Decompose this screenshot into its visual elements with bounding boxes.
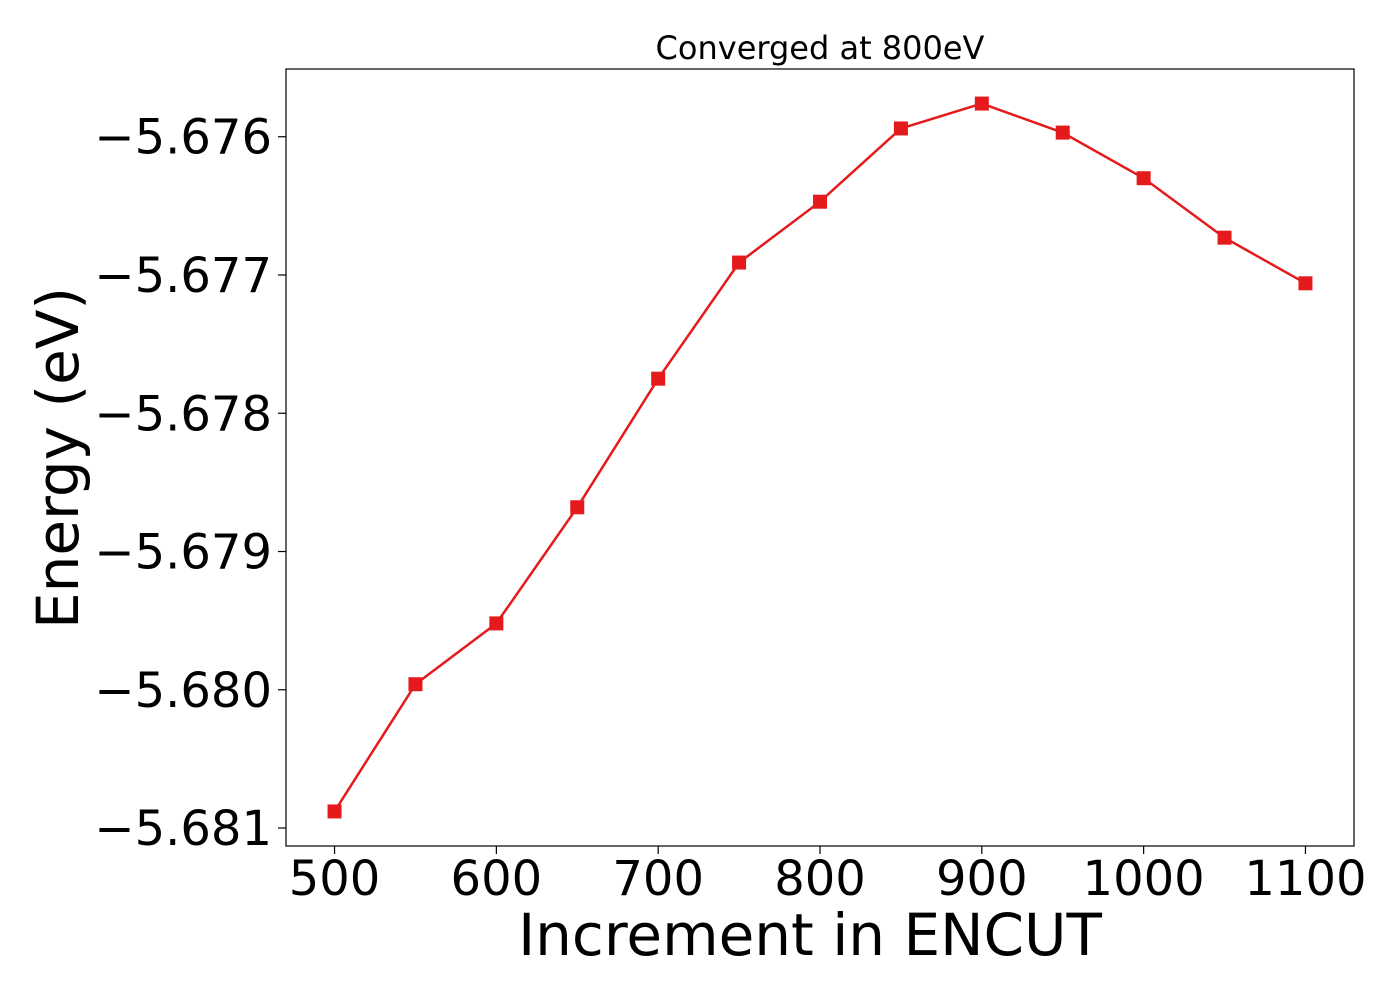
chart-title: Converged at 800eV [656, 29, 985, 67]
data-point-marker [1298, 276, 1313, 291]
data-point-marker [974, 96, 989, 111]
x-tick-label: 600 [451, 851, 543, 907]
data-point-marker [732, 255, 747, 270]
y-tick-label: −5.679 [94, 525, 272, 581]
x-tick-label: 700 [612, 851, 704, 907]
data-point-marker [570, 500, 585, 515]
x-tick-label: 800 [774, 851, 866, 907]
y-tick-label: −5.678 [94, 386, 272, 442]
y-axis-label: Energy (eV) [24, 287, 92, 629]
y-tick-label: −5.681 [94, 801, 272, 857]
x-axis-label: Increment in ENCUT [518, 901, 1102, 969]
data-point-marker [489, 616, 504, 631]
y-tick-label: −5.680 [94, 663, 272, 719]
series-layer [327, 96, 1313, 819]
data-point-marker [408, 677, 423, 692]
y-tick-label: −5.676 [94, 110, 272, 166]
y-axis-ticks: −5.676 −5.677 −5.678 −5.679 −5.680 −5.681 [94, 110, 286, 857]
data-point-marker [893, 121, 908, 136]
x-tick-label: 1000 [1083, 851, 1205, 907]
data-point-marker [651, 371, 666, 386]
data-point-marker [1217, 230, 1232, 245]
x-tick-label: 900 [936, 851, 1028, 907]
data-point-marker [813, 194, 827, 209]
data-point-marker [1055, 125, 1070, 140]
x-axis-ticks: 500 600 700 800 900 1000 1100 [289, 846, 1367, 907]
data-point-marker [327, 804, 342, 819]
y-tick-label: −5.677 [94, 248, 272, 304]
data-point-marker [1136, 171, 1151, 186]
x-tick-label: 500 [289, 851, 381, 907]
x-tick-label: 1100 [1244, 851, 1366, 907]
